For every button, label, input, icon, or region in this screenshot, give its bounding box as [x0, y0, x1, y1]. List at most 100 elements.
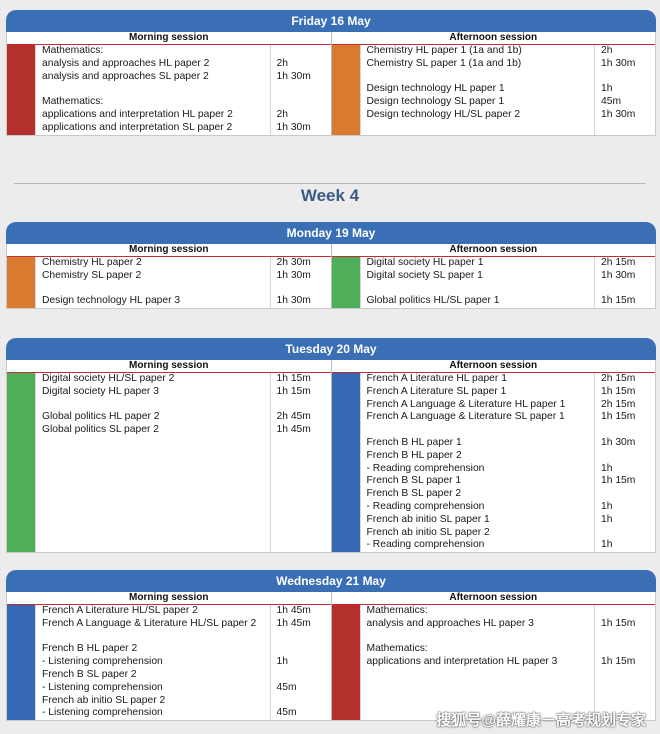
row-spacer [367, 424, 595, 437]
morning-session: Morning session Mathematics: analysis and … [7, 32, 331, 135]
subject-color-bar [7, 257, 35, 309]
day-title: Friday 16 May [6, 10, 656, 32]
exam-name: - Reading comprehension [366, 500, 485, 512]
afternoon-session-title: Afternoon session [331, 360, 655, 373]
sessions: Morning session French A Literature HL/SL… [6, 592, 656, 722]
exam-name: French A Language & Literature HL paper … [366, 398, 566, 410]
duration-list: 2h 30m 1h 30m 1h 30m [269, 257, 331, 309]
exam-name: applications and interpretation SL paper… [42, 121, 233, 133]
exam-duration: 1h 15m [601, 475, 636, 487]
exam-name: French A Literature HL/SL paper 2 [42, 605, 198, 616]
session-body: Digital society HL/SL paper 2 Digital soc… [7, 373, 331, 553]
morning-session: Morning session Digital society HL/SL pap… [7, 360, 331, 553]
exam-name: French ab initio SL paper 1 [366, 513, 490, 525]
exam-name: French A Literature SL paper 1 [366, 385, 507, 397]
session-body: Chemistry HL paper 2 Chemistry SL paper 2… [7, 257, 331, 309]
row-spacer [42, 283, 270, 296]
exam-name: analysis and approaches HL paper 3 [366, 617, 534, 629]
exam-name: - Listening comprehension [42, 707, 163, 719]
exam-duration: 1h 30m [276, 70, 311, 82]
exam-name: French B HL paper 1 [366, 436, 462, 448]
exam-name: Chemistry HL paper 2 [42, 257, 142, 268]
exam-duration: 1h [601, 462, 613, 474]
row-spacer [601, 631, 655, 644]
subject-color-bar [331, 45, 360, 135]
exam-duration: 2h [601, 45, 613, 56]
exam-duration: 45m [276, 681, 297, 693]
exam-list: French A Literature HL/SL paper 2 French … [35, 605, 270, 721]
day-card-wednesday: Wednesday 21 May Morning session French A… [6, 570, 656, 722]
subject-color-bar [331, 257, 360, 309]
session-body: French A Literature HL paper 1 French A L… [331, 373, 656, 553]
row-spacer [277, 283, 331, 296]
row-spacer [277, 631, 331, 644]
exam-duration: 2h 30m [276, 257, 311, 268]
exam-duration: 1h 30m [276, 121, 311, 133]
exam-list: Mathematics: analysis and approaches HL p… [359, 605, 595, 721]
morning-session-title: Morning session [7, 360, 331, 373]
watermark-text: 搜狐号@薛耀康－高考规划专家 [436, 712, 646, 729]
exam-name: analysis and approaches HL paper 2 [42, 57, 210, 69]
exam-duration: 1h 15m [276, 385, 311, 397]
exam-duration [277, 669, 331, 682]
row-spacer [601, 71, 655, 84]
afternoon-session: Afternoon session Digital society HL pape… [330, 244, 655, 309]
row-spacer [601, 283, 655, 296]
exam-name: applications and interpretation HL paper… [366, 656, 558, 668]
exam-name: French B HL paper 2 [42, 643, 138, 655]
exam-name: applications and interpretation HL paper… [42, 108, 233, 120]
morning-session-title: Morning session [7, 32, 331, 45]
exam-name: French ab initio SL paper 2 [42, 694, 166, 706]
exam-name: Chemistry SL paper 2 [42, 269, 142, 281]
row-spacer [277, 399, 331, 412]
exam-duration: 2h 45m [276, 411, 311, 423]
exam-duration: 1h 15m [601, 656, 636, 668]
exam-duration [601, 605, 655, 618]
duration-list: 2h 15m 1h 30m 1h 15m [594, 257, 655, 309]
day-card-tuesday: Tuesday 20 May Morning session Digital so… [6, 338, 656, 554]
exam-duration: 1h [601, 83, 613, 95]
exam-list: Digital society HL paper 1 Digital societ… [359, 257, 595, 309]
row-spacer [367, 283, 595, 296]
subject-color-bar [331, 373, 360, 553]
duration-list: 1h 45m 1h 45m 1h 45m 45m [269, 605, 331, 721]
day-card-friday: Friday 16 May Morning session Mathematics… [6, 10, 656, 136]
exam-name: analysis and approaches SL paper 2 [42, 70, 209, 82]
exam-name: Design technology HL paper 3 [42, 295, 181, 307]
exam-name: French ab initio SL paper 2 [366, 526, 490, 538]
duration-list: 2h 15m 1h 15m 2h 15m 1h 15m 1h 30m 1h 1h 15m 1h… [594, 373, 655, 553]
exam-name: French B SL paper 2 [42, 668, 137, 680]
exam-name: Digital society HL/SL paper 2 [42, 373, 175, 384]
session-body: Mathematics: analysis and approaches HL p… [331, 605, 656, 721]
divider-line [14, 183, 646, 184]
exam-duration: 1h 30m [601, 57, 636, 69]
sessions: Morning session Mathematics: analysis and … [6, 32, 656, 136]
exam-name: Chemistry HL paper 1 (1a and 1b) [366, 45, 522, 56]
exam-duration: 2h 15m [601, 257, 636, 268]
morning-session-title: Morning session [7, 244, 331, 257]
subject-color-bar [7, 45, 35, 135]
exam-duration [277, 695, 331, 708]
exam-list: Digital society HL/SL paper 2 Digital soc… [35, 373, 270, 553]
day-title: Monday 19 May [6, 222, 656, 244]
duration-list: 1h 15m 1h 15m [594, 605, 655, 721]
exam-duration: 1h 30m [276, 269, 311, 281]
exam-duration: 1h [601, 513, 613, 525]
day-title: Wednesday 21 May [6, 570, 656, 592]
exam-name: Global politics SL paper 2 [42, 424, 159, 436]
exam-duration [277, 96, 331, 109]
sessions: Morning session Chemistry HL paper 2 Chemi… [6, 244, 656, 310]
exam-name: French A Language & Literature SL paper … [366, 411, 565, 423]
exam-duration: 1h 15m [276, 373, 311, 384]
exam-name: French B SL paper 2 [366, 488, 462, 500]
row-spacer [42, 83, 270, 96]
row-spacer [367, 631, 595, 644]
exam-duration: 1h 15m [601, 295, 636, 307]
exam-name: Chemistry SL paper 1 (1a and 1b) [366, 57, 522, 69]
week-heading: Week 4 [300, 186, 360, 205]
exam-duration: 2h [276, 108, 288, 120]
exam-name: French A Literature HL paper 1 [366, 373, 507, 384]
exam-name: Mathematics: [366, 605, 428, 616]
row-spacer [42, 399, 270, 412]
row-spacer [277, 83, 331, 96]
